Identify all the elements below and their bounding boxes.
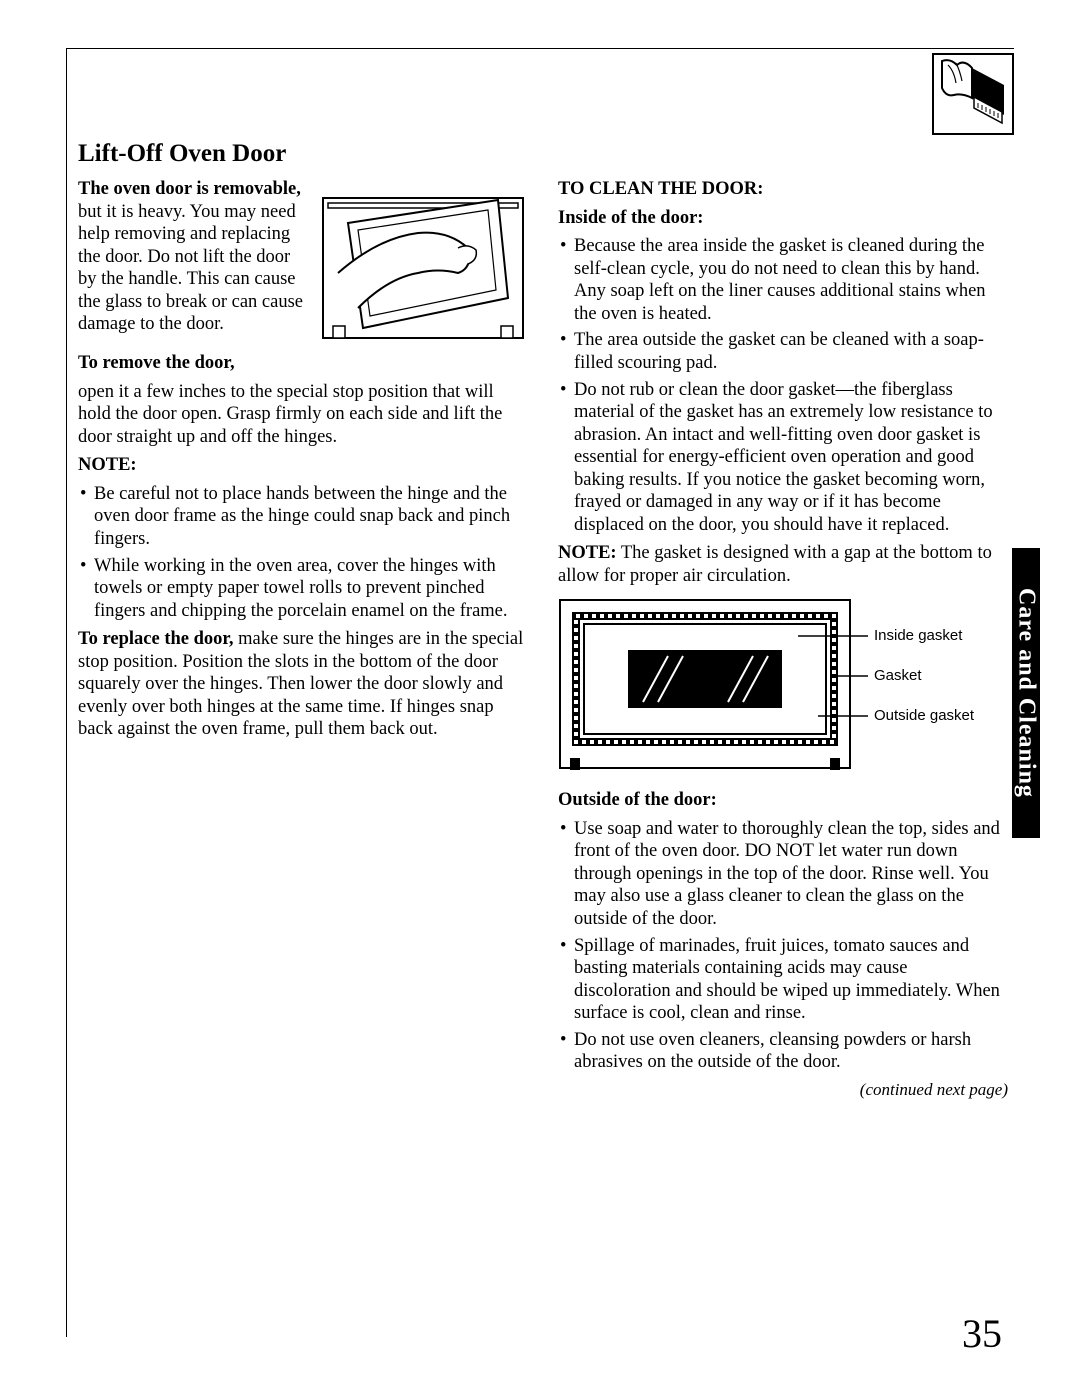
label-gasket: Gasket (874, 667, 922, 684)
remove-bold: To remove the door, (78, 353, 235, 373)
intro-bold: The oven door is removable, (78, 179, 301, 199)
gasket-diagram: Inside gasket Gasket Outside gasket (558, 598, 1008, 773)
sponge-hand-icon (932, 53, 1014, 135)
right-column: TO CLEAN THE DOOR: Inside of the door: B… (558, 178, 1008, 1101)
outside-list: Use soap and water to thoroughly clean t… (558, 818, 1008, 1074)
note-list: Be careful not to place hands between th… (78, 483, 528, 622)
note2-text: The gasket is designed with a gap at the… (558, 543, 992, 586)
list-item: Spillage of marinades, fruit juices, tom… (558, 935, 1008, 1025)
inside-list: Because the area inside the gasket is cl… (558, 235, 1008, 536)
list-item: Do not use oven cleaners, cleansing powd… (558, 1029, 1008, 1074)
page-title: Lift-Off Oven Door (78, 140, 1010, 168)
list-item: Because the area inside the gasket is cl… (558, 235, 1008, 325)
inside-heading: Inside of the door: (558, 207, 1008, 230)
oven-door-figure (318, 178, 528, 348)
note2-bold: NOTE: (558, 543, 617, 563)
clean-heading: TO CLEAN THE DOOR: (558, 178, 1008, 201)
note-label: NOTE: (78, 454, 528, 477)
replace-bold: To replace the door, (78, 629, 234, 649)
list-item: Do not rub or clean the door gasket—the … (558, 379, 1008, 537)
label-inside-gasket: Inside gasket (874, 627, 963, 644)
page-number: 35 (962, 1310, 1002, 1357)
list-item: While working in the oven area, cover th… (78, 555, 528, 623)
label-outside-gasket: Outside gasket (874, 707, 975, 724)
list-item: Be careful not to place hands between th… (78, 483, 528, 551)
list-item: The area outside the gasket can be clean… (558, 329, 1008, 374)
section-tab: Care and Cleaning (1012, 548, 1040, 838)
page-content: Lift-Off Oven Door The oven door is remo… (78, 140, 1010, 1101)
left-column: The oven door is removable, but it is he… (78, 178, 528, 1101)
continued-note: (continued next page) (558, 1080, 1008, 1101)
outside-heading: Outside of the door: (558, 789, 1008, 812)
list-item: Use soap and water to thoroughly clean t… (558, 818, 1008, 931)
remove-text: open it a few inches to the special stop… (78, 381, 528, 449)
intro-text: but it is heavy. You may need help remov… (78, 202, 303, 335)
